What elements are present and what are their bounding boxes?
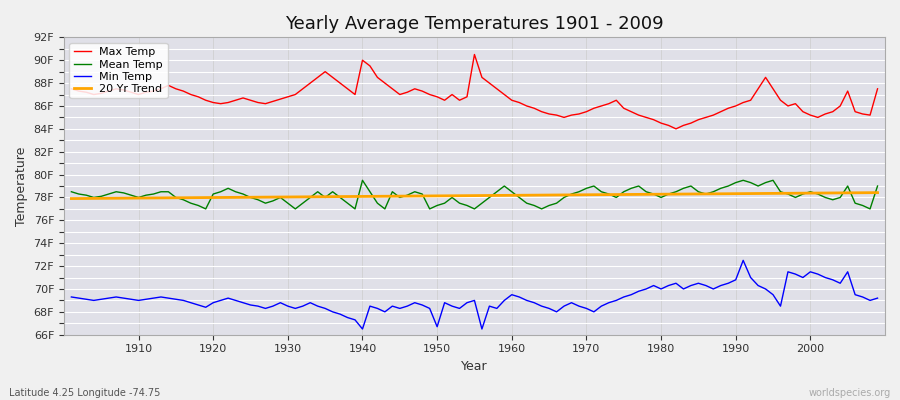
Y-axis label: Temperature: Temperature: [15, 146, 28, 226]
Mean Temp: [357, 178, 368, 183]
Max Temp: [872, 86, 883, 91]
20 Yr Trend: [596, 192, 607, 197]
Mean Temp: [126, 193, 137, 198]
Mean Temp: [521, 201, 532, 206]
Legend: Max Temp, Mean Temp, Min Temp, 20 Yr Trend: Max Temp, Mean Temp, Min Temp, 20 Yr Tre…: [69, 43, 167, 98]
Mean Temp: [297, 201, 308, 206]
Line: Min Temp: Min Temp: [71, 260, 878, 329]
Text: Latitude 4.25 Longitude -74.75: Latitude 4.25 Longitude -74.75: [9, 388, 160, 398]
Min Temp: [872, 296, 883, 300]
20 Yr Trend: [499, 193, 509, 198]
Min Temp: [290, 306, 301, 311]
Line: Max Temp: Max Temp: [71, 54, 878, 129]
X-axis label: Year: Year: [461, 360, 488, 373]
Mean Temp: [201, 206, 212, 211]
20 Yr Trend: [872, 190, 883, 195]
20 Yr Trend: [335, 194, 346, 199]
Min Temp: [514, 294, 525, 299]
Min Temp: [603, 300, 614, 305]
Max Temp: [507, 98, 517, 103]
20 Yr Trend: [126, 196, 137, 200]
Text: worldspecies.org: worldspecies.org: [809, 388, 891, 398]
Mean Temp: [611, 195, 622, 200]
20 Yr Trend: [290, 194, 301, 199]
Max Temp: [66, 86, 77, 91]
Max Temp: [290, 92, 301, 97]
Mean Temp: [514, 195, 525, 200]
Max Temp: [126, 90, 137, 95]
Line: 20 Yr Trend: 20 Yr Trend: [71, 193, 878, 198]
Line: Mean Temp: Mean Temp: [71, 180, 878, 209]
Min Temp: [335, 312, 346, 316]
Mean Temp: [342, 201, 353, 206]
Max Temp: [335, 81, 346, 86]
Min Temp: [507, 292, 517, 297]
Min Temp: [126, 297, 137, 302]
Min Temp: [66, 294, 77, 299]
Max Temp: [514, 100, 525, 105]
Max Temp: [469, 52, 480, 57]
20 Yr Trend: [66, 196, 77, 201]
Min Temp: [738, 258, 749, 263]
Title: Yearly Average Temperatures 1901 - 2009: Yearly Average Temperatures 1901 - 2009: [285, 15, 664, 33]
Min Temp: [357, 327, 368, 332]
20 Yr Trend: [507, 193, 517, 198]
Mean Temp: [66, 189, 77, 194]
Mean Temp: [872, 184, 883, 188]
Max Temp: [670, 126, 681, 131]
Max Temp: [603, 101, 614, 106]
